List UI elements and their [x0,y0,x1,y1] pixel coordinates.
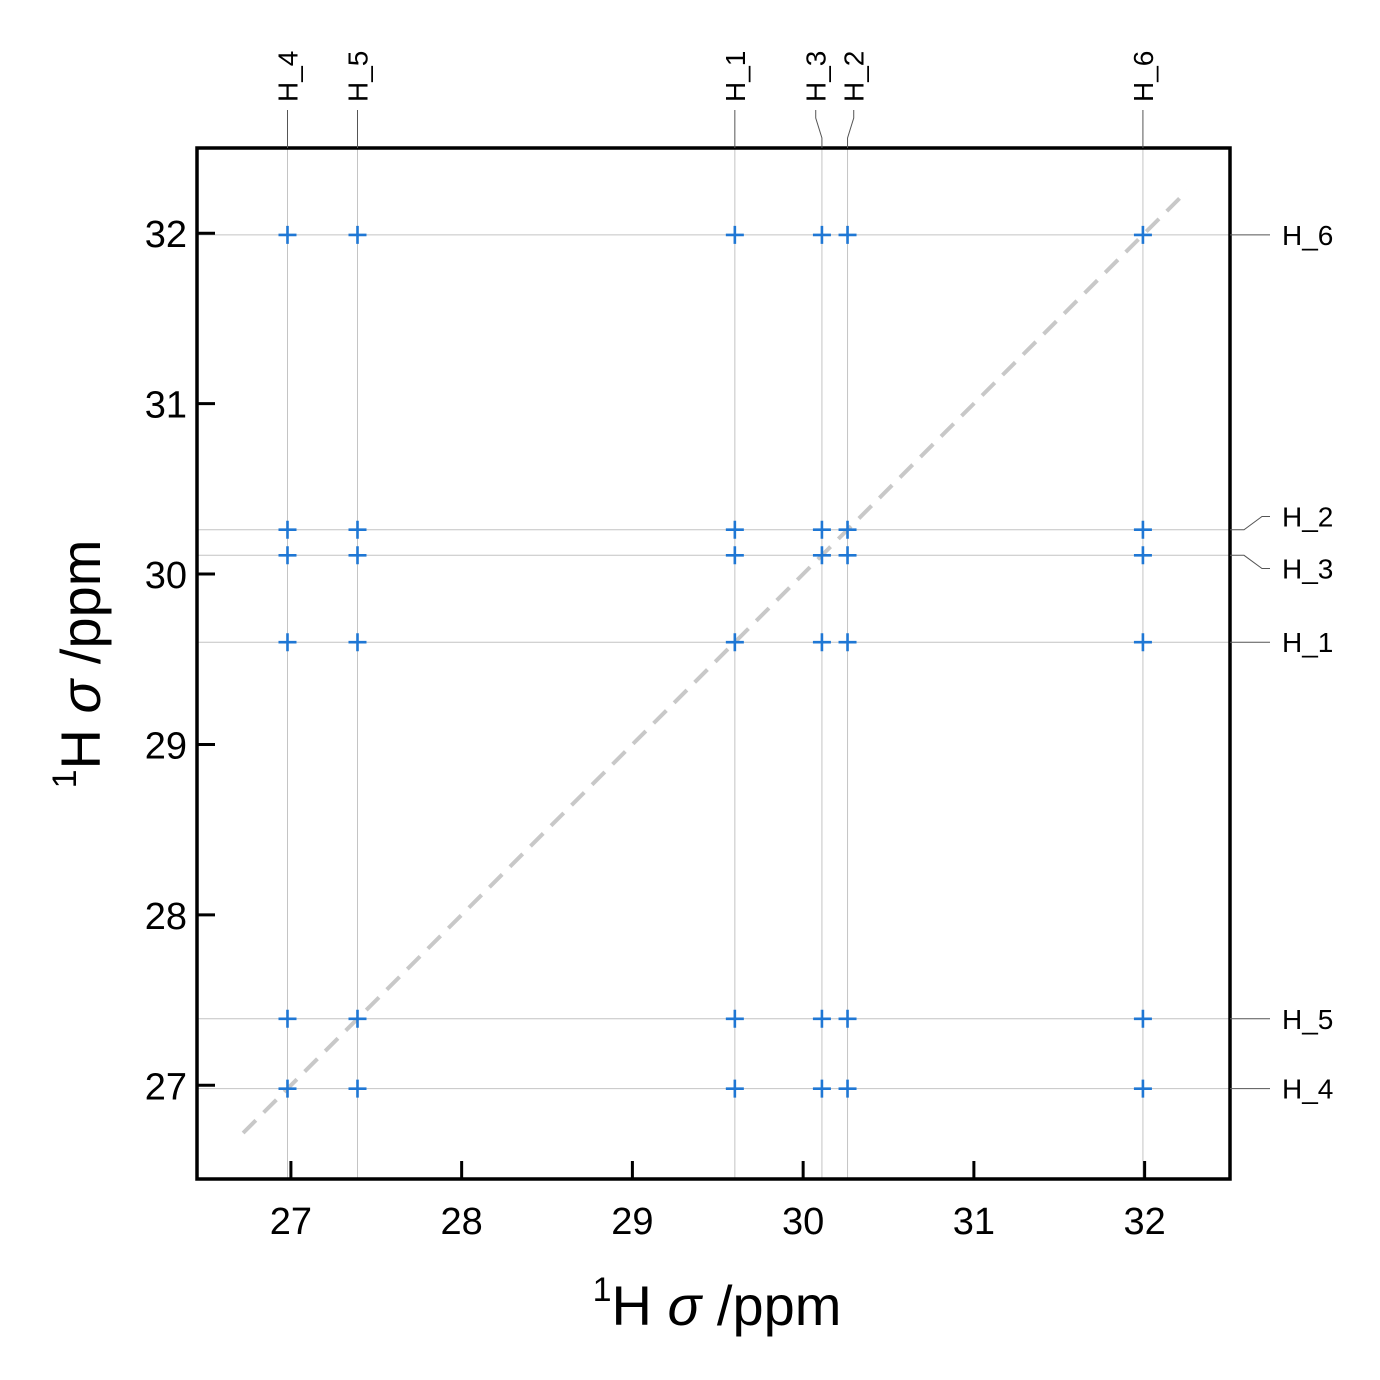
diagonal-layer [241,189,1189,1135]
right-leader-H_2 [1230,516,1270,531]
top-label-H_3: H_3 [801,51,832,102]
peak-marker-28 [838,1009,857,1028]
y-tick-label-30: 30 [145,555,187,597]
peak-marker-16 [838,546,857,565]
y-axis-title-nucleus: H [49,729,112,769]
peak-marker-23 [1133,633,1152,652]
y-axis-title-unit: /ppm [49,540,112,680]
right-label-H_4: H_4 [1282,1074,1333,1105]
peak-marker-12 [278,546,297,565]
peak-marker-7 [348,520,367,539]
x-axis-title-space [652,1274,668,1337]
x-tick-label-27: 27 [270,1201,312,1243]
x-tick-label-32: 32 [1123,1201,1165,1243]
peak-marker-27 [812,1009,831,1028]
peak-marker-18 [278,633,297,652]
x-axis: 27 28 29 30 31 32 [270,1161,1166,1243]
peak-marker-0 [278,225,297,244]
top-label-H_5: H_5 [342,51,373,102]
y-axis-title-symbol: σ [49,677,112,713]
nucleus-guide-lines [197,148,1230,1179]
peak-marker-15 [812,546,831,565]
peak-marker-11 [1133,520,1152,539]
y-axis-title: 1H σ /ppm [46,540,112,789]
y-axis-title-superscript: 1 [46,769,84,788]
y-tick-label-28: 28 [145,896,187,938]
peak-marker-4 [838,225,857,244]
right-nucleus-labels: H_6 H_2 H_3 H_1 H_5 H_4 [1230,220,1333,1105]
peak-marker-25 [348,1009,367,1028]
x-axis-title-symbol: σ [668,1274,704,1337]
peak-marker-6 [278,520,297,539]
peak-marker-13 [348,546,367,565]
peak-marker-20 [725,633,744,652]
right-label-H_5: H_5 [1282,1004,1333,1035]
peak-marker-8 [725,520,744,539]
plot-frame [195,146,1232,1181]
y-tick-label-29: 29 [145,725,187,767]
top-label-H_4: H_4 [272,51,303,102]
top-label-H_1: H_1 [720,51,751,102]
peak-marker-32 [725,1079,744,1098]
peak-marker-5 [1133,225,1152,244]
y-axis: 27 28 29 30 31 32 [145,214,215,1108]
y-tick-label-31: 31 [145,385,187,427]
peak-marker-22 [838,633,857,652]
peak-marker-31 [348,1079,367,1098]
peak-marker-10 [838,520,857,539]
right-label-H_3: H_3 [1282,554,1333,585]
right-label-H_2: H_2 [1282,502,1333,533]
x-tick-label-30: 30 [782,1201,824,1243]
peak-marker-1 [348,225,367,244]
peak-marker-26 [725,1009,744,1028]
top-nucleus-labels: H_4 H_5 H_1 H_3 H_2 H_6 [272,51,1159,148]
peak-marker-29 [1133,1009,1152,1028]
peak-marker-14 [725,546,744,565]
x-axis-title: 1H σ /ppm [593,1271,842,1337]
x-axis-title-unit: /ppm [701,1274,841,1337]
x-axis-title-superscript: 1 [593,1271,612,1309]
diagonal-line [241,189,1189,1135]
peak-marker-35 [1133,1079,1152,1098]
peak-marker-30 [278,1079,297,1098]
y-axis-title-space [49,713,112,729]
peak-marker-24 [278,1009,297,1028]
x-axis-title-nucleus: H [612,1274,652,1337]
x-tick-label-31: 31 [953,1201,995,1243]
x-tick-label-29: 29 [611,1201,653,1243]
right-leader-H_3 [1230,554,1270,570]
peak-marker-9 [812,520,831,539]
peak-marker-33 [812,1079,831,1098]
peak-marker-21 [812,633,831,652]
top-label-H_2: H_2 [839,51,870,102]
peak-marker-3 [812,225,831,244]
right-label-H_6: H_6 [1282,220,1333,251]
top-label-H_6: H_6 [1128,51,1159,102]
top-leader-H_3 [815,110,823,148]
y-tick-label-32: 32 [145,214,187,256]
peak-marker-2 [725,225,744,244]
y-tick-label-27: 27 [145,1066,187,1108]
right-label-H_1: H_1 [1282,627,1333,658]
x-tick-label-28: 28 [441,1201,483,1243]
peaks-layer [278,225,1152,1098]
peak-marker-17 [1133,546,1152,565]
peak-marker-34 [838,1079,857,1098]
top-leader-H_2 [847,110,855,148]
peak-marker-19 [348,633,367,652]
